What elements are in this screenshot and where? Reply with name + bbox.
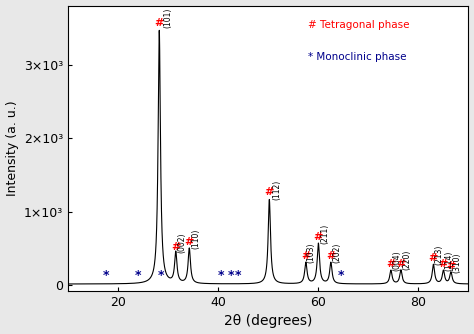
Text: (112): (112) [273, 179, 282, 200]
Text: #: # [155, 18, 164, 28]
Text: (220): (220) [402, 250, 411, 270]
Text: #: # [386, 259, 396, 269]
Text: *: * [337, 269, 344, 282]
Text: #: # [301, 251, 310, 261]
Text: #: # [264, 187, 274, 197]
Text: (213): (213) [435, 244, 443, 265]
Text: *: * [158, 269, 164, 282]
Text: (211): (211) [320, 223, 329, 244]
Text: #: # [446, 261, 456, 271]
Text: *: * [102, 269, 109, 282]
Text: # Tetragonal phase: # Tetragonal phase [309, 20, 410, 30]
Text: (002): (002) [177, 233, 186, 253]
Y-axis label: Intensity (a. u.): Intensity (a. u.) [6, 101, 18, 196]
Text: *: * [135, 269, 142, 282]
Text: (101): (101) [164, 8, 173, 28]
Text: #: # [171, 242, 181, 252]
Text: (103): (103) [307, 242, 316, 263]
Text: (114): (114) [445, 251, 454, 271]
Text: *: * [228, 269, 234, 282]
Text: (004): (004) [392, 250, 401, 271]
Text: #: # [326, 251, 336, 261]
X-axis label: 2θ (degrees): 2θ (degrees) [224, 314, 312, 328]
Text: #: # [429, 253, 438, 263]
Text: #: # [439, 260, 448, 269]
Text: (310): (310) [452, 252, 461, 273]
Text: #: # [396, 259, 406, 269]
Text: #: # [314, 232, 323, 242]
Text: * Monoclinic phase: * Monoclinic phase [309, 52, 407, 62]
Text: *: * [235, 269, 242, 282]
Text: (110): (110) [191, 228, 201, 249]
Text: (202): (202) [333, 242, 342, 263]
Text: #: # [184, 237, 194, 247]
Text: *: * [218, 269, 224, 282]
